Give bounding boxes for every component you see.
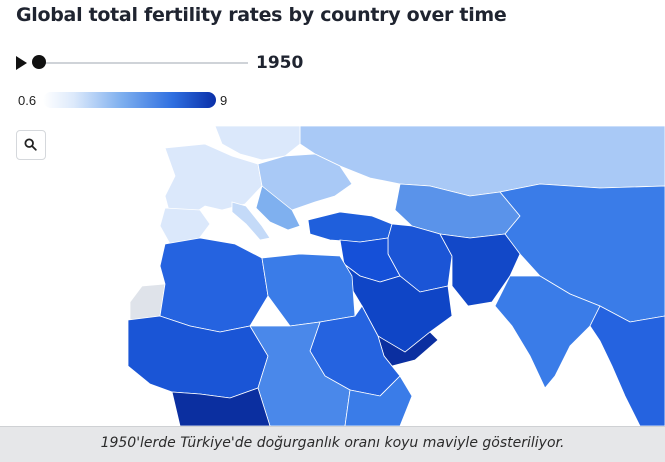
search-icon (24, 138, 37, 151)
caption-text: 1950'lerde Türkiye'de doğurganlık oranı … (100, 435, 565, 451)
region-guinea-coast[interactable] (171, 387, 271, 426)
color-legend: 0.6 9 (18, 92, 258, 110)
zoom-button[interactable] (16, 130, 46, 160)
image-caption: 1950'lerde Türkiye'de doğurganlık oranı … (0, 426, 665, 462)
region-southeast-asia[interactable] (589, 305, 665, 426)
legend-max-label: 9 (220, 93, 228, 108)
choropleth-map (0, 126, 665, 426)
region-italy[interactable] (231, 201, 271, 241)
legend-min-label: 0.6 (18, 93, 37, 108)
region-northern-europe[interactable] (214, 126, 301, 161)
region-western-europe[interactable] (164, 143, 263, 223)
timeline-track[interactable] (38, 62, 248, 64)
legend-gradient-bar (43, 92, 216, 108)
region-east-africa[interactable] (344, 375, 413, 426)
region-balkans[interactable] (255, 185, 301, 231)
chart-title: Global total fertility rates by country … (16, 4, 507, 26)
timeline-handle[interactable] (32, 55, 46, 69)
timeline-player: 1950 (16, 52, 316, 74)
timeline-year: 1950 (256, 53, 304, 73)
play-icon[interactable] (16, 56, 27, 70)
region-india[interactable] (494, 275, 601, 389)
region-afghanistan-pakistan[interactable] (439, 233, 521, 307)
